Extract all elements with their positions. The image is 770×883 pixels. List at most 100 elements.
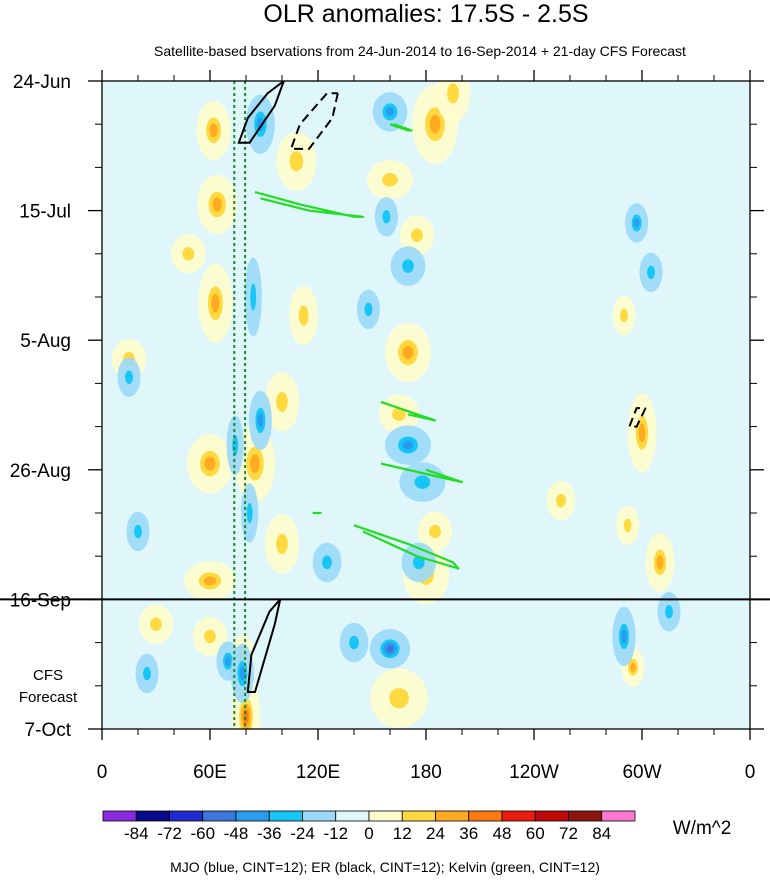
negative-anomaly-core xyxy=(246,502,253,524)
negative-anomaly-core xyxy=(125,370,133,384)
negative-anomaly-core xyxy=(225,656,231,666)
negative-anomaly-core xyxy=(134,524,142,539)
x-tick-label: 60E xyxy=(193,762,227,783)
x-tick-label: 0 xyxy=(97,762,108,783)
colorbar-swatch xyxy=(335,810,370,822)
negative-anomaly-core xyxy=(385,107,395,117)
colorbar-label: -60 xyxy=(190,824,215,843)
colorbar-label: -84 xyxy=(124,824,149,843)
colorbar-label: 12 xyxy=(393,824,412,843)
kelvin-contour xyxy=(389,123,413,132)
kelvin-contour xyxy=(254,191,365,218)
colorbar-label: 24 xyxy=(426,824,445,843)
negative-anomaly-core xyxy=(621,629,627,644)
negative-anomaly-core xyxy=(250,283,257,311)
x-tick-label: 180 xyxy=(410,762,442,783)
positive-anomaly-core xyxy=(204,629,216,644)
colorbar-label: -12 xyxy=(323,824,348,843)
colorbar-label: 84 xyxy=(592,824,611,843)
er-contour xyxy=(246,598,282,693)
negative-anomaly-core xyxy=(386,645,394,653)
negative-anomaly-core xyxy=(665,605,673,619)
negative-anomaly-core xyxy=(143,666,151,681)
colorbar-label: 0 xyxy=(364,824,373,843)
colorbar-swatch xyxy=(501,810,536,822)
colorbar-swatch xyxy=(135,810,170,822)
positive-anomaly-core xyxy=(382,173,398,187)
positive-anomaly-core xyxy=(203,576,217,586)
colorbar-swatch xyxy=(235,810,270,822)
colorbar-swatch xyxy=(102,810,137,822)
positive-anomaly-core xyxy=(623,518,632,533)
positive-anomaly-core xyxy=(298,305,309,326)
positive-anomaly-core xyxy=(182,247,195,261)
y-tick-label: 24-Jun xyxy=(13,72,71,93)
y-tick-label: 15-Jul xyxy=(19,202,71,223)
colorbar-swatch xyxy=(601,810,636,822)
x-tick-label: 120W xyxy=(509,762,559,783)
kelvin-contour xyxy=(380,400,437,422)
forecast-label-line1: CFS xyxy=(33,667,63,684)
negative-anomaly-core xyxy=(349,635,359,650)
kelvin-contour xyxy=(380,462,464,484)
wave-contours xyxy=(233,81,647,729)
chart-subtitle: Satellite-based bservations from 24-Jun-… xyxy=(154,43,686,59)
forecast-label-line2: Forecast xyxy=(19,689,78,706)
positive-anomaly-core xyxy=(289,151,304,172)
colorbar-label: 36 xyxy=(459,824,478,843)
positive-anomaly-core xyxy=(620,308,628,323)
negative-anomaly-core xyxy=(412,555,425,570)
y-tick-label: 16-Sep xyxy=(10,590,71,611)
negative-anomaly-core xyxy=(402,440,414,450)
positive-anomaly-core xyxy=(392,407,406,421)
colorbar-swatch xyxy=(302,810,337,822)
colorbar-swatch xyxy=(468,810,503,822)
positive-anomaly-core xyxy=(411,228,423,243)
positive-anomaly-core xyxy=(656,555,664,570)
colorbar-unit: W/m^2 xyxy=(673,818,732,839)
positive-anomaly-core xyxy=(276,533,288,554)
axes: 0 60E 120E 180 120W 60W 0 24-Jun 15-Jul 5-Aug 26-A… xyxy=(10,70,764,783)
colorbar-label: -72 xyxy=(157,824,182,843)
colorbar-label: 60 xyxy=(526,824,545,843)
positive-anomaly-core xyxy=(211,293,220,313)
positive-anomaly-core xyxy=(212,197,222,212)
negative-anomaly-core xyxy=(257,413,264,428)
positive-anomaly-core xyxy=(150,617,162,631)
positive-anomaly-core xyxy=(630,662,636,672)
negative-anomaly-core xyxy=(364,302,373,317)
footnote: MJO (blue, CINT=12); ER (black, CINT=12)… xyxy=(170,859,600,875)
negative-anomaly-core xyxy=(402,259,414,273)
kelvin-contour xyxy=(353,524,460,570)
anomaly-field xyxy=(111,81,681,729)
positive-anomaly-core xyxy=(429,524,441,539)
x-tick-label: 0 xyxy=(745,762,756,783)
colorbar-swatch xyxy=(368,810,403,822)
colorbar: -84 -72 -60 -48 -36 -24 -12 0 12 24 36 48 60 72 84 xyxy=(102,810,636,843)
colorbar-label: 48 xyxy=(493,824,512,843)
colorbar-swatch xyxy=(435,810,470,822)
colorbar-swatch xyxy=(401,810,436,822)
y-tick-label: 7-Oct xyxy=(25,720,72,741)
positive-anomaly-core xyxy=(556,493,566,508)
colorbar-swatch xyxy=(202,810,237,822)
negative-anomaly-core xyxy=(633,218,640,228)
colorbar-label: -48 xyxy=(224,824,249,843)
positive-anomaly-core xyxy=(402,345,414,360)
colorbar-swatch xyxy=(169,810,204,822)
negative-anomaly-core xyxy=(232,435,239,456)
positive-anomaly-core xyxy=(276,391,288,413)
x-tick-label: 60W xyxy=(622,762,661,783)
colorbar-label: -36 xyxy=(257,824,282,843)
positive-anomaly-core xyxy=(638,423,646,443)
positive-anomaly-core xyxy=(204,456,216,471)
colorbar-swatch xyxy=(568,810,603,822)
y-tick-label: 26-Aug xyxy=(10,461,71,482)
y-tick-label: 5-Aug xyxy=(20,331,71,352)
negative-anomaly-core xyxy=(322,555,332,570)
negative-anomaly-core xyxy=(414,475,431,489)
chart-title: OLR anomalies: 17.5S - 2.5S xyxy=(263,0,588,28)
negative-anomaly-core xyxy=(382,210,391,224)
colorbar-label: 72 xyxy=(559,824,578,843)
